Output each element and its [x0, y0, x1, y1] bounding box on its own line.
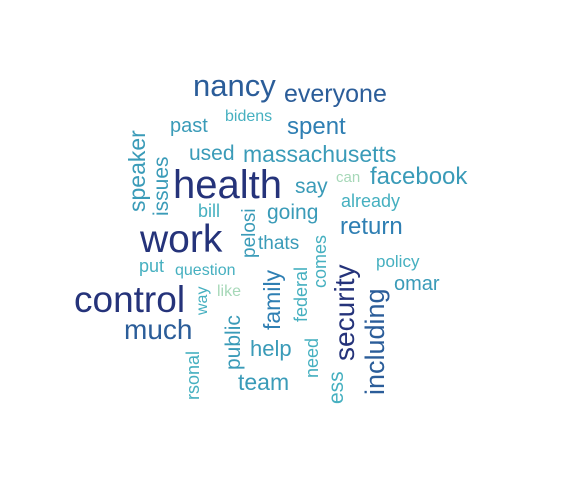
word-team: team	[238, 369, 290, 395]
word-rsonal: rsonal	[183, 350, 203, 400]
word-past: past	[170, 115, 208, 137]
word-already: already	[341, 191, 401, 211]
word-help: help	[250, 336, 292, 361]
word-thats: thats	[258, 233, 300, 254]
word-need: need	[302, 337, 322, 378]
word-question: question	[175, 262, 236, 279]
word-facebook: facebook	[370, 163, 468, 190]
word-issues: issues	[150, 156, 173, 216]
word-going: going	[267, 201, 319, 224]
word-work: work	[140, 218, 223, 261]
word-put: put	[139, 256, 165, 276]
word-including: including	[360, 288, 390, 395]
word-everyone: everyone	[284, 80, 387, 108]
word-massachusetts: massachusetts	[243, 141, 397, 167]
word-return: return	[340, 213, 403, 240]
word-federal: federal	[291, 266, 311, 322]
word-can: can	[336, 169, 361, 186]
word-speaker: speaker	[124, 130, 150, 212]
word-nancy: nancy	[193, 68, 276, 103]
word-pelosi: pelosi	[239, 208, 260, 258]
word-ess: ess	[325, 371, 348, 404]
word-used: used	[189, 142, 235, 165]
word-policy: policy	[376, 252, 420, 271]
word-much: much	[124, 314, 193, 345]
word-comes: comes	[310, 234, 330, 288]
word-spent: spent	[287, 113, 346, 140]
word-bill: bill	[198, 201, 221, 221]
word-bidens: bidens	[225, 108, 273, 125]
word-like: like	[217, 283, 242, 300]
word-omar: omar	[394, 273, 440, 295]
word-family: family	[259, 269, 285, 330]
word-control: control	[74, 279, 186, 320]
word-way: way	[194, 286, 211, 315]
word-health: health	[173, 163, 282, 207]
word-security: security	[329, 264, 360, 361]
word-public: public	[222, 315, 245, 370]
word-say: say	[295, 175, 328, 198]
